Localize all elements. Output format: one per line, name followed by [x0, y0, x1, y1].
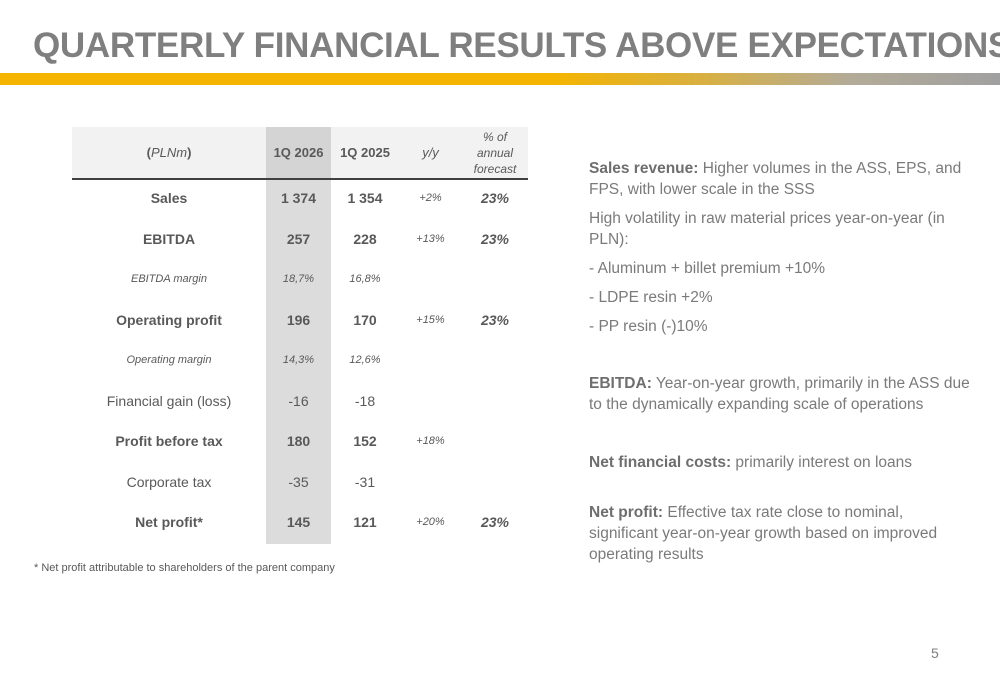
- sales-comment: Sales revenue: Higher volumes in the ASS…: [589, 160, 962, 198]
- table-row-ebitda: EBITDA 257 228 +13% 23%: [72, 219, 528, 260]
- yoy-value: [399, 381, 462, 422]
- row-label: Net profit*: [135, 514, 203, 531]
- table-row-financial-gain: Financial gain (loss) -16 -18: [72, 381, 528, 422]
- table-row-corporate-tax: Corporate tax -35 -31: [72, 462, 528, 503]
- yoy-header: y/y: [422, 145, 439, 160]
- forecast-value: [462, 421, 528, 462]
- commentary-panel: Sales revenue: Higher volumes in the ASS…: [589, 158, 974, 565]
- forecast-value: 23%: [480, 190, 510, 207]
- previous-value: -31: [354, 473, 376, 490]
- table-footnote: * Net profit attributable to shareholder…: [34, 562, 335, 574]
- table-row-sales: Sales 1 374 1 354 +2% 23%: [72, 178, 528, 219]
- table-header-row: (PLNm) 1Q 2026 1Q 2025 y/y % of annual f…: [72, 127, 528, 178]
- row-label: Operating margin: [126, 354, 212, 367]
- table-row-net-profit: Net profit* 145 121 +20% 23%: [72, 502, 528, 543]
- yoy-value: +15%: [416, 313, 445, 326]
- aluminum-bullet: - Aluminum + billet premium +10%: [589, 260, 826, 277]
- slide-title: QUARTERLY FINANCIAL RESULTS ABOVE EXPECT…: [33, 26, 1000, 65]
- forecast-value: [462, 259, 528, 300]
- current-value: 180: [286, 433, 311, 450]
- current-value: -16: [288, 392, 309, 409]
- previous-value: 228: [353, 230, 377, 247]
- previous-quarter-header: 1Q 2025: [340, 145, 390, 160]
- previous-value: 152: [353, 433, 377, 450]
- current-quarter-column-highlight: [266, 127, 331, 544]
- previous-value: 170: [353, 311, 377, 328]
- ebitda-comment: EBITDA: Year-on-year growth, primarily i…: [589, 375, 970, 413]
- net-profit-comment: Net profit: Effective tax rate close to …: [589, 504, 938, 563]
- yoy-value: [399, 462, 462, 503]
- yoy-value: [399, 259, 462, 300]
- forecast-value: 23%: [480, 311, 510, 328]
- yoy-value: +2%: [419, 192, 442, 205]
- previous-value: 12,6%: [349, 354, 381, 367]
- current-quarter-header-highlight: [266, 127, 331, 178]
- current-value: -35: [288, 473, 309, 490]
- row-label: EBITDA: [142, 230, 196, 247]
- current-value: 1 374: [280, 190, 317, 207]
- row-label: Operating profit: [116, 311, 222, 328]
- previous-value: 121: [353, 514, 377, 531]
- page-number: 5: [931, 645, 939, 661]
- ldpe-bullet: - LDPE resin +2%: [589, 289, 713, 306]
- table-row-ebitda-margin: EBITDA margin 18,7% 16,8%: [72, 259, 528, 300]
- row-label: Sales: [150, 190, 188, 207]
- forecast-value: [462, 462, 528, 503]
- forecast-header: % of annual forecast: [473, 129, 517, 176]
- pp-bullet: - PP resin (-)10%: [589, 318, 708, 335]
- current-quarter-header: 1Q 2026: [273, 145, 324, 160]
- row-label: Financial gain (loss): [106, 392, 232, 409]
- previous-value: -18: [354, 392, 376, 409]
- current-value: 145: [286, 514, 311, 531]
- row-label: Profit before tax: [115, 433, 223, 450]
- unit-header: (PLNm): [146, 145, 192, 160]
- yoy-value: +18%: [416, 435, 445, 448]
- row-label: Corporate tax: [126, 473, 212, 490]
- financial-results-table: (PLNm) 1Q 2026 1Q 2025 y/y % of annual f…: [72, 127, 528, 544]
- previous-value: 1 354: [347, 190, 383, 207]
- volatility-comment: High volatility in raw material prices y…: [589, 210, 945, 248]
- header-divider: [72, 178, 528, 180]
- current-value: 18,7%: [282, 273, 315, 286]
- row-label: EBITDA margin: [130, 273, 207, 286]
- forecast-value: [462, 340, 528, 381]
- forecast-value: 23%: [480, 514, 510, 531]
- yoy-value: +13%: [416, 232, 445, 245]
- current-value: 14,3%: [282, 354, 315, 367]
- forecast-value: 23%: [480, 230, 510, 247]
- table-row-profit-before-tax: Profit before tax 180 152 +18%: [72, 421, 528, 462]
- table-row-operating-profit: Operating profit 196 170 +15% 23%: [72, 300, 528, 341]
- current-value: 257: [286, 230, 311, 247]
- accent-bar: [0, 73, 1000, 85]
- financial-costs-comment: Net financial costs: primarily interest …: [589, 454, 913, 471]
- forecast-value: [462, 381, 528, 422]
- current-value: 196: [286, 311, 311, 328]
- yoy-value: [399, 340, 462, 381]
- yoy-value: +20%: [416, 516, 445, 529]
- previous-value: 16,8%: [349, 273, 381, 286]
- table-row-operating-margin: Operating margin 14,3% 12,6%: [72, 340, 528, 381]
